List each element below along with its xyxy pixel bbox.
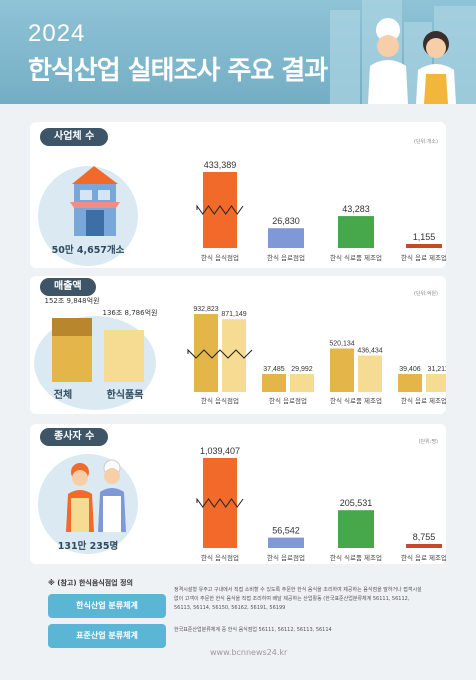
report-title: 한식산업 실태조사 주요 결과: [28, 56, 328, 86]
sales-bar-3-1: [426, 374, 446, 392]
employees-total: 131만 235명: [57, 541, 119, 552]
sales-value-label-1-0: 37,485: [263, 366, 285, 373]
employees-bar-3: [406, 544, 442, 548]
businesses-bar-1: [268, 228, 304, 248]
chef-icon: [368, 18, 456, 104]
employees-value-label-3: 8,755: [413, 532, 436, 542]
employees-bar-chart: 1,039,407 한식 음식점업 56,542 한식 음료점업 205,531 한식 식…: [196, 446, 446, 562]
sales-value-label-3-1: 31,211: [428, 366, 446, 373]
korean-industry-classification-button[interactable]: 한식산업 분류체계: [48, 594, 166, 618]
businesses-bar-2: [338, 216, 374, 248]
businesses-section-label: 사업체 수: [40, 128, 109, 146]
employees-axis-break: [196, 497, 244, 508]
employees-value-label-2: 205,531: [340, 498, 373, 508]
employees-category-label-3: 한식 음료 제조업: [401, 553, 446, 562]
businesses-category-label-1: 한식 음료점업: [267, 253, 305, 262]
sales-total-korean-label: 한식품목: [106, 390, 144, 401]
sales-total-all-label: 전체: [53, 390, 73, 401]
sales-category-label-3: 한식 음료 제조업: [401, 396, 446, 405]
employees-unit: (단위:명): [418, 439, 438, 445]
employees-value-label-0: 1,039,407: [200, 446, 240, 456]
sales-bar-1-0: [262, 374, 286, 392]
standard-industry-classification-text: 한국표준산업분류체계 중 한식 음식점업 56111, 56112, 56113…: [174, 627, 332, 633]
businesses-card: 사업체 수 (단위:개소) 50만 4,657개소 433,389 한식 음식점업…: [30, 122, 446, 268]
watermark: www.bcnnews24.kr: [210, 648, 288, 657]
employees-card: 종사자 수 (단위:명) 131만 235명 1,039,407 한식 음식점업 5…: [30, 424, 446, 564]
sales-axis-break: [187, 348, 253, 359]
sales-bar-2-0: [330, 348, 354, 392]
sales-total-korean-bar: [104, 330, 144, 382]
businesses-category-label-2: 한식 식료품 제조업: [330, 253, 382, 262]
building-icon: [70, 166, 120, 236]
sales-bar-0-0: [194, 314, 218, 392]
businesses-bar-3: [406, 244, 442, 248]
rice-bowl-icon: [52, 318, 92, 336]
employees-bar-0: [203, 458, 237, 548]
definition-title: ※ (참고) 한식음식점업 정의: [48, 579, 133, 587]
businesses-unit: (단위:개소): [414, 139, 438, 145]
sales-bar-1-1: [290, 374, 314, 392]
businesses-value-label-3: 1,155: [413, 232, 436, 242]
businesses-value-label-2: 43,283: [342, 204, 370, 214]
sales-bar-3-0: [398, 374, 422, 392]
businesses-category-label-3: 한식 음료 제조업: [401, 253, 446, 262]
sales-bar-2-1: [358, 355, 382, 392]
employees-bar-1: [268, 537, 304, 548]
businesses-value-label-0: 433,389: [204, 160, 237, 170]
chef-icon: [66, 459, 126, 532]
sales-value-label-2-0: 520,134: [329, 341, 354, 348]
businesses-total: 50만 4,657개소: [51, 245, 125, 256]
sales-total-all-value: 152조 9,848억원: [44, 297, 100, 305]
sales-value-label-0-0: 932,823: [193, 306, 218, 313]
sales-card: 매출액 (단위:억원) 152조 9,848억원 136조 8,786억원 전체…: [30, 276, 446, 414]
employees-section-label: 종사자 수: [40, 428, 109, 446]
korean-industry-classification-text: 정격시설형 유주고 구내에서 직접 소비할 수 있도록 주문한 한식 음식을 조…: [174, 587, 422, 611]
sales-value-label-2-1: 436,434: [357, 348, 382, 355]
standard-industry-classification-button[interactable]: 표준산업 분류체계: [48, 624, 166, 648]
employees-bar-2: [338, 510, 374, 548]
businesses-category-label-0: 한식 음식점업: [201, 253, 239, 262]
businesses-bar-0: [203, 172, 237, 248]
sales-value-label-0-1: 871,149: [221, 311, 246, 318]
businesses-bar-chart: 433,389 한식 음식점업 26,830 한식 음료점업 43,283 한식 식료품 …: [196, 160, 446, 262]
sales-value-label-1-1: 29,992: [291, 366, 313, 373]
sales-unit: (단위:억원): [414, 291, 438, 297]
sales-total-korean-value: 136조 8,786억원: [102, 309, 158, 317]
sales-category-label-0: 한식 음식점업: [201, 396, 239, 405]
employees-category-label-2: 한식 식료품 제조업: [330, 553, 382, 562]
report-year: 2024: [28, 20, 86, 47]
header-banner: 2024 한식산업 실태조사 주요 결과: [0, 0, 476, 104]
sales-section-label: 매출액: [40, 278, 96, 296]
sales-category-label-2: 한식 식료품 제조업: [330, 396, 382, 405]
sales-category-label-1: 한식 음료점업: [269, 396, 307, 405]
businesses-value-label-1: 26,830: [272, 216, 300, 226]
sales-value-label-3-0: 39,406: [399, 366, 421, 373]
businesses-axis-break: [196, 204, 244, 215]
employees-category-label-0: 한식 음식점업: [201, 553, 239, 562]
employees-value-label-1: 56,542: [272, 526, 300, 536]
employees-category-label-1: 한식 음료점업: [267, 553, 305, 562]
